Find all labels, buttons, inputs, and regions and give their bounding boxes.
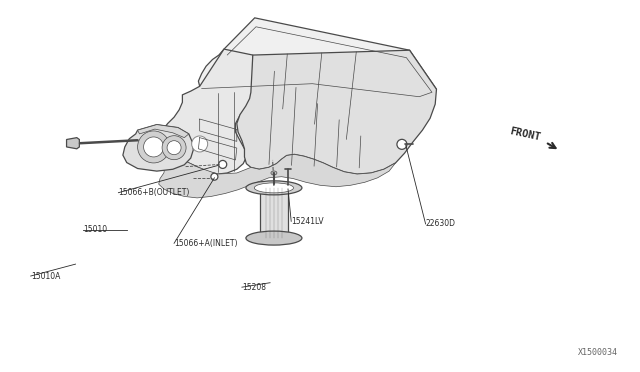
Polygon shape bbox=[260, 188, 288, 238]
Circle shape bbox=[397, 140, 407, 149]
Polygon shape bbox=[237, 50, 436, 174]
Ellipse shape bbox=[321, 55, 353, 77]
Ellipse shape bbox=[254, 183, 294, 193]
Circle shape bbox=[192, 136, 207, 152]
Ellipse shape bbox=[246, 231, 302, 245]
Text: FRONT: FRONT bbox=[509, 126, 541, 142]
Text: 15066+A(INLET): 15066+A(INLET) bbox=[174, 239, 237, 248]
Circle shape bbox=[219, 160, 227, 169]
Ellipse shape bbox=[275, 61, 307, 84]
Polygon shape bbox=[123, 125, 193, 171]
Circle shape bbox=[138, 131, 170, 163]
Polygon shape bbox=[159, 48, 436, 223]
Ellipse shape bbox=[238, 74, 259, 88]
Circle shape bbox=[285, 184, 291, 190]
Text: 15241LV: 15241LV bbox=[291, 217, 324, 226]
Circle shape bbox=[143, 137, 164, 157]
Ellipse shape bbox=[326, 58, 349, 74]
Polygon shape bbox=[198, 18, 436, 96]
Polygon shape bbox=[159, 152, 396, 198]
Polygon shape bbox=[67, 138, 79, 149]
Text: 15010: 15010 bbox=[83, 225, 108, 234]
Polygon shape bbox=[138, 125, 189, 138]
Polygon shape bbox=[160, 49, 253, 174]
Ellipse shape bbox=[246, 181, 302, 195]
Text: 15010A: 15010A bbox=[31, 272, 60, 280]
Ellipse shape bbox=[368, 52, 397, 73]
Circle shape bbox=[167, 141, 181, 155]
Ellipse shape bbox=[280, 65, 303, 80]
Text: X1500034: X1500034 bbox=[577, 348, 618, 357]
Circle shape bbox=[162, 136, 186, 160]
Text: 22630D: 22630D bbox=[426, 219, 456, 228]
Ellipse shape bbox=[271, 171, 277, 175]
Text: 15208: 15208 bbox=[242, 283, 266, 292]
Ellipse shape bbox=[372, 55, 394, 70]
Text: 15066+B(OUTLET): 15066+B(OUTLET) bbox=[118, 188, 190, 197]
Circle shape bbox=[211, 173, 218, 180]
Ellipse shape bbox=[234, 71, 262, 91]
